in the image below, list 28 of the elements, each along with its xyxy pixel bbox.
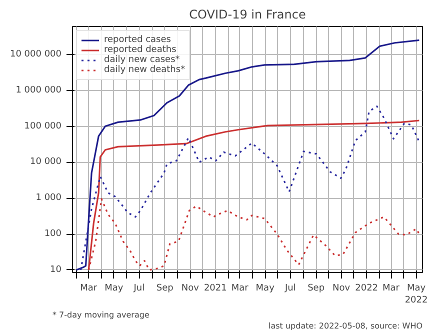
- y-tick-label: 10 000: [30, 157, 62, 168]
- x-tick-label: Jul: [284, 284, 296, 294]
- x-tick-label: Jul: [132, 284, 145, 294]
- x-tick-label: 2021: [204, 284, 227, 294]
- x-tick-label: Sep: [156, 284, 174, 294]
- y-tick-label: 1 000 000: [16, 85, 62, 96]
- text: * 7-day moving average: [52, 310, 150, 320]
- y-tick-label: 10: [50, 264, 62, 275]
- text: last update: 2022-05-08, source: WHO: [268, 322, 423, 330]
- x-tick-label: 2022: [355, 284, 378, 294]
- x-tick-label: Nov: [181, 284, 200, 294]
- x-tick-label: Mar: [382, 284, 400, 294]
- y-tick-label: 100 000: [24, 121, 62, 132]
- x-tick-label: May 2022: [404, 284, 428, 306]
- x-tick-label: May: [104, 284, 124, 294]
- chart-title: COVID-19 in France: [189, 8, 306, 22]
- y-tick-label: 1 000: [36, 193, 62, 204]
- y-tick-label: 10 000 000: [10, 49, 62, 60]
- x-tick-label: Mar: [231, 284, 249, 294]
- y-tick-label: 100: [44, 229, 62, 240]
- legend-label: reported deaths: [104, 45, 176, 55]
- x-tick-label: Sep: [308, 284, 325, 294]
- x-tick-label: May: [256, 284, 276, 294]
- x-tick-label: Mar: [80, 284, 98, 294]
- legend-label: daily new deaths*: [104, 65, 186, 75]
- x-tick-label: Nov: [332, 284, 351, 294]
- legend-label: daily new cases*: [104, 55, 180, 65]
- legend-label: reported cases: [104, 35, 171, 45]
